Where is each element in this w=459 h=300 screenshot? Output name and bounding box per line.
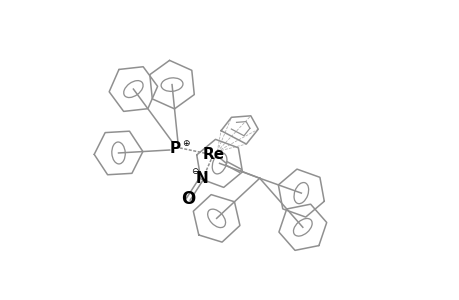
Text: ⊕: ⊕ xyxy=(182,139,190,148)
Text: N: N xyxy=(195,171,207,186)
Text: P: P xyxy=(169,141,180,156)
Text: O: O xyxy=(181,190,195,208)
Text: Re: Re xyxy=(202,147,224,162)
Text: ⊖: ⊖ xyxy=(191,167,199,176)
